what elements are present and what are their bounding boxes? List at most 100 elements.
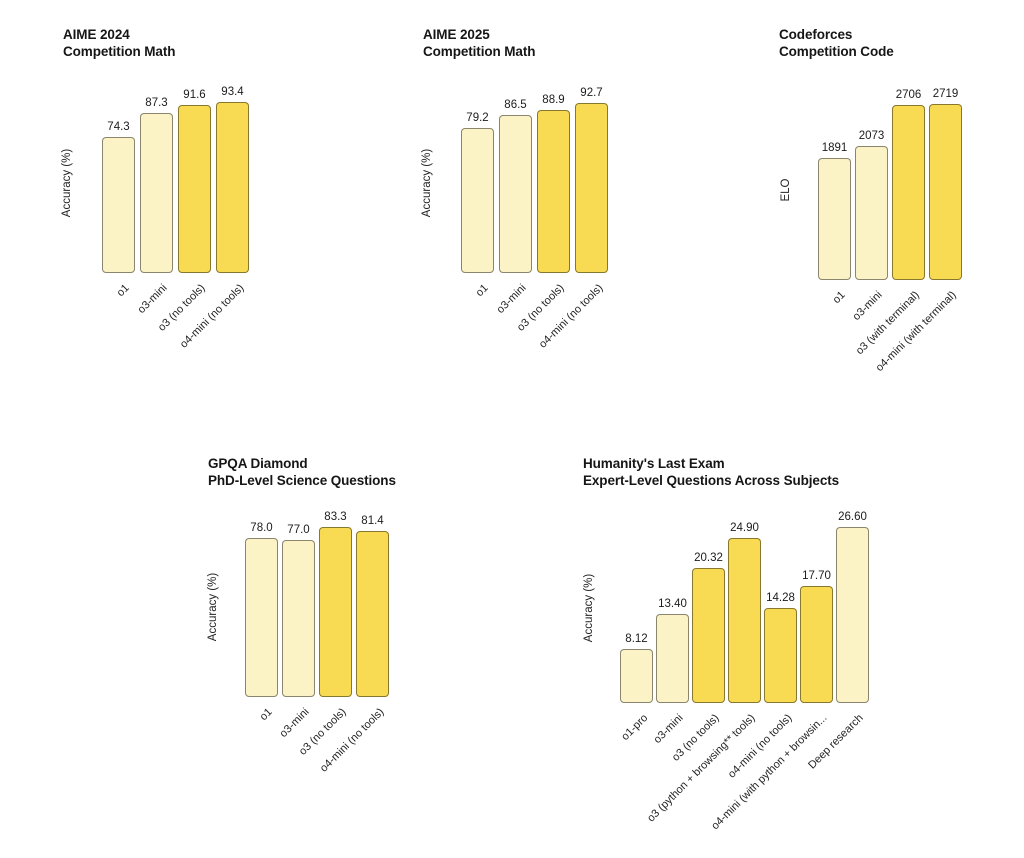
bar-column: 79.2 o1 [461,64,494,299]
bar-column: 83.3 o3 (no tools) [297,467,352,758]
bar-value-label: 93.4 [221,86,244,99]
bar-value-label: 92.7 [580,87,603,100]
bar-column: 1891 o1 [818,73,851,306]
chart-title-line2: PhD-Level Science Questions [208,473,396,488]
chart-aime-2024: AIME 2024 Competition Math Accuracy (%) … [61,26,273,351]
bar-column: 2719 o4-mini (with terminal) [874,73,962,374]
chart-title-line2: Competition Math [63,44,176,59]
chart-title-line1: AIME 2024 [63,27,130,42]
x-axis-label: o1 [257,706,275,724]
chart-humanitys-last-exam: Humanity's Last Exam Expert-Level Questi… [583,455,903,832]
bar [855,146,888,280]
chart-title-line2: Competition Code [779,44,894,59]
bar [692,568,725,703]
bar-value-label: 77.0 [287,523,310,536]
bar-value-label: 78.0 [250,521,273,534]
chart-title-line2: Competition Math [423,44,536,59]
bar-column: 81.4 o4-mini (no tools) [317,467,389,775]
bar [728,537,761,703]
bar-column: 26.60 Deep research [806,498,869,772]
y-axis-label: ELO [780,178,792,202]
x-axis-label: o3-mini [277,706,312,740]
bar-value-label: 83.3 [324,511,347,524]
chart-title-line1: GPQA Diamond [208,456,308,471]
bar-column: 78.0 o1 [245,467,278,723]
bar [620,649,653,703]
bar-column: 2073 o3-mini [851,73,888,323]
bar-column: 91.6 o3 (no tools) [156,64,211,334]
bar-column: 87.3 o3-mini [136,64,173,316]
chart-title-line1: AIME 2025 [423,27,490,42]
bar-value-label: 8.12 [625,633,648,646]
bar-value-label: 91.6 [183,89,206,102]
bar-column: 14.28 o4-mini (no tools) [725,498,797,781]
y-axis-label: Accuracy (%) [421,148,433,218]
bar-value-label: 2719 [932,88,959,101]
chart-title: AIME 2025 Competition Math [423,26,633,60]
bars-area: 79.2 o1 86.5 o3-mini 88.9 o3 (no tools) 92.7 o4… [461,64,608,351]
y-axis-label: Accuracy (%) [583,573,595,643]
x-axis-label: o4-mini (no tools) [317,706,386,775]
bar-value-label: 26.60 [838,510,867,523]
chart-gpqa-diamond: GPQA Diamond PhD-Level Science Questions… [207,455,438,795]
bar-column: 13.40 o3-mini [652,498,689,746]
bar [818,157,851,280]
bar [836,526,869,703]
bar-value-label: 79.2 [466,112,489,125]
bar [282,539,315,697]
x-axis-label: o3-mini [850,289,885,323]
bar-value-label: 24.90 [730,521,759,534]
x-axis-label: o4-mini (no tools) [725,712,794,781]
bar-value-label: 2706 [895,89,922,102]
bar [245,537,278,697]
bars-area: 1891 o1 2073 o3-mini 2706 o3 (with terminal) 2… [818,73,962,374]
bar [319,527,352,697]
bar-value-label: 81.4 [361,514,384,527]
bar-column: 2706 o3 (with terminal) [854,73,925,357]
bar [102,137,135,273]
chart-title-line1: Codeforces [779,27,853,42]
bar-column: 93.4 o4-mini (no tools) [177,64,249,351]
x-axis-label: o1 [114,282,132,300]
chart-title-line2: Expert-Level Questions Across Subjects [583,473,840,488]
bar-column: 8.12 o1-pro [619,498,653,743]
bar [216,102,249,273]
bar [575,103,608,273]
bar-value-label: 87.3 [145,97,168,110]
bar-column: 86.5 o3-mini [495,64,532,316]
bar-value-label: 74.3 [107,121,130,133]
chart-codeforces: Codeforces Competition Code ELO 1891 o1 20… [779,26,989,374]
x-axis-label: o1 [473,282,491,300]
bar-value-label: 88.9 [542,94,565,107]
x-axis-label: o3-mini [494,282,529,316]
bar [800,585,833,703]
y-axis-label: Accuracy (%) [61,148,73,218]
bar-column: 17.70 o4-mini (with python + browsin... [710,498,833,832]
x-axis-label: o1-pro [619,712,650,743]
chart-title: Codeforces Competition Code [779,26,989,60]
bar-value-label: 20.32 [694,552,723,565]
bars-area: 78.0 o1 77.0 o3-mini 83.3 o3 (no tools) 81.4 o4… [245,467,389,775]
bars-area: 8.12 o1-pro 13.40 o3-mini 20.32 o3 (no tools)… [619,498,869,832]
chart-title: Humanity's Last Exam Expert-Level Questi… [583,455,903,489]
bar-column: 92.7 o4-mini (no tools) [536,64,608,351]
bar-value-label: 1891 [821,141,848,154]
bar [499,114,532,273]
bar-value-label: 14.28 [766,592,795,605]
bar [537,110,570,273]
bar-value-label: 86.5 [504,98,527,111]
bar-column: 24.90 o3 (python + browsing** tools) [646,498,761,824]
bars-area: 74.3 o1 87.3 o3-mini 91.6 o3 (no tools) 93.4 o4… [102,64,249,351]
bar [356,530,389,697]
bar [656,614,689,703]
bar [892,105,925,280]
bar-column: 88.9 o3 (no tools) [515,64,570,334]
chart-title: AIME 2024 Competition Math [63,26,273,60]
bar-value-label: 17.70 [802,569,831,582]
x-axis-label: o3-mini [651,712,686,746]
bar [178,105,211,273]
bar-value-label: 2073 [858,130,885,142]
bar [764,608,797,703]
bar-column: 74.3 o1 [102,64,135,299]
x-axis-label: o1 [830,289,848,307]
